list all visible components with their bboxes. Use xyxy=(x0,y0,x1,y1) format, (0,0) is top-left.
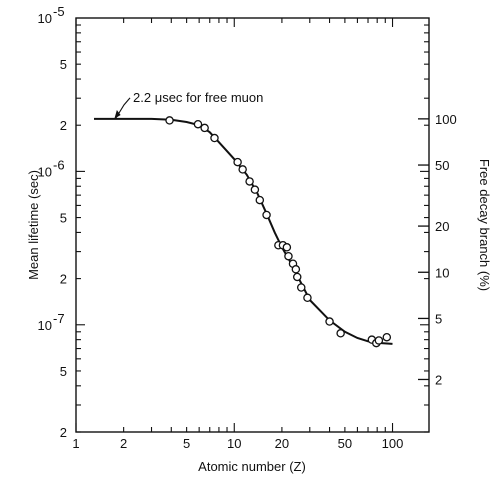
data-point xyxy=(284,251,293,261)
data-point xyxy=(165,116,174,125)
x-tick-label: 5 xyxy=(183,436,190,451)
y-axis-title: Mean lifetime (sec) xyxy=(26,170,41,280)
data-point xyxy=(336,329,345,338)
data-point xyxy=(193,119,203,129)
data-point xyxy=(245,177,254,186)
data-point xyxy=(292,272,302,282)
data-point xyxy=(296,283,306,292)
data-point xyxy=(303,293,312,303)
y-tick-label: 2 xyxy=(60,425,67,440)
data-point xyxy=(250,185,260,194)
y-tick-label: 10 xyxy=(38,11,52,26)
x-tick-labels: 1 2 5 10 20 50 100 xyxy=(72,436,403,451)
y-tick-exponent: -7 xyxy=(53,311,65,326)
y2-tick-label: 10 xyxy=(435,265,449,280)
y-tick-label: 5 xyxy=(60,211,67,226)
tick-marks xyxy=(75,18,429,433)
fit-curve xyxy=(94,117,393,345)
data-point xyxy=(255,195,265,205)
annotation-text: 2.2 μsec for free muon xyxy=(133,90,263,105)
x-axis-title: Atomic number (Z) xyxy=(198,459,306,474)
data-point xyxy=(200,123,209,133)
y-tick-exponent: -5 xyxy=(53,4,65,19)
y2-tick-label: 100 xyxy=(435,112,457,127)
data-points xyxy=(165,116,392,348)
data-point xyxy=(238,165,247,174)
y-tick-label: 2 xyxy=(60,272,67,287)
y2-tick-label: 50 xyxy=(435,158,449,173)
data-point xyxy=(325,317,334,326)
data-point xyxy=(233,157,242,167)
data-point xyxy=(282,243,292,252)
annotation-arrowhead xyxy=(114,109,121,119)
y-tick-exponent: -6 xyxy=(53,157,65,172)
x-tick-label: 20 xyxy=(275,436,289,451)
annotations: 2.2 μsec for free muon xyxy=(114,90,263,119)
data-point xyxy=(210,133,219,143)
x-tick-label: 10 xyxy=(227,436,241,451)
y-tick-label: 5 xyxy=(60,57,67,72)
data-point xyxy=(291,265,301,274)
data-point xyxy=(374,336,384,345)
data-point xyxy=(382,332,392,342)
x-tick-label: 100 xyxy=(382,436,404,451)
x-tick-label: 1 xyxy=(72,436,79,451)
y2-tick-label: 5 xyxy=(435,311,442,326)
y-tick-label: 10 xyxy=(38,164,52,179)
data-point xyxy=(262,210,271,220)
y-tick-label: 5 xyxy=(60,364,67,379)
plot-frame xyxy=(75,17,430,433)
y2-tick-label: 20 xyxy=(435,219,449,234)
y2-tick-labels: 100 50 20 10 5 2 xyxy=(435,112,457,388)
y2-tick-label: 2 xyxy=(435,372,442,387)
x-tick-label: 50 xyxy=(338,436,352,451)
x-tick-label: 2 xyxy=(120,436,127,451)
y2-axis-title: Free decay branch (%) xyxy=(477,159,491,291)
y-tick-label: 10 xyxy=(38,318,52,333)
y-tick-label: 2 xyxy=(60,118,67,133)
